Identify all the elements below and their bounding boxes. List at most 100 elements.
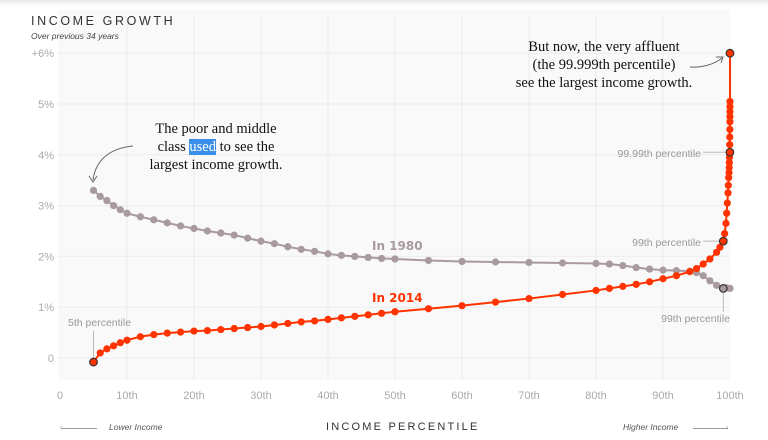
selected-text-highlight[interactable]: used xyxy=(189,139,216,155)
y-tick-label: 5% xyxy=(38,99,54,111)
series-2014-point xyxy=(619,282,627,290)
y-axis-ticks: 0 1% 2% 3% 4% 5% +6% xyxy=(32,48,55,365)
series-2014-point xyxy=(725,168,733,177)
x-tick-label: 80th xyxy=(585,390,606,402)
highlighted-point xyxy=(725,48,735,58)
series-1980-point xyxy=(672,267,681,275)
series-2014-point xyxy=(726,118,734,126)
series-2014-point xyxy=(217,325,225,334)
higher-income-arrow xyxy=(693,428,728,429)
series-2014-point xyxy=(337,314,345,322)
annotation-5th-percentile: 5th percentile xyxy=(68,317,131,329)
annotation-99th-percentile-2014: 99th percentile xyxy=(632,237,701,249)
series-2014-point xyxy=(692,264,701,273)
series-1980-point xyxy=(713,281,721,289)
series-2014-point xyxy=(592,286,600,295)
series-1980-point xyxy=(558,259,567,267)
x-axis-ticks: 0 10th 20th 30th 40th 50th 60th 70th 80th 90th 100… xyxy=(57,390,744,402)
series-1980-point xyxy=(337,251,345,259)
callout-poor-line2-post: to see the xyxy=(216,139,275,155)
callout-poor-line2: class used to see the xyxy=(128,138,304,156)
rich-callout-arrowhead xyxy=(716,56,724,64)
series-2014-point xyxy=(723,199,731,207)
series-1980-point xyxy=(136,213,144,221)
callout-poor-line1: The poor and middle xyxy=(155,121,277,137)
series-2014-point xyxy=(103,345,111,353)
series-2014-point xyxy=(659,275,667,283)
x-tick-label: 90th xyxy=(652,390,673,402)
series-2014-point xyxy=(424,305,433,313)
series-1980-point xyxy=(190,224,198,233)
series-2014-point xyxy=(351,312,359,320)
y-tick-label: 3% xyxy=(38,201,54,213)
series-2014-point xyxy=(724,181,732,189)
series-1980-point xyxy=(217,229,225,237)
series-2014-point xyxy=(724,189,732,197)
callout-poor-middle: The poor and middle class used to see th… xyxy=(128,120,304,174)
series-2014-point xyxy=(311,317,319,325)
callout-rich-line3: see the largest income growth. xyxy=(515,75,693,91)
series-2014-point xyxy=(723,209,731,217)
series-2014-point xyxy=(163,329,171,337)
x-axis-title: INCOME PERCENTILE xyxy=(326,421,480,433)
series-1980-point xyxy=(89,186,98,194)
x-tick-label: 30th xyxy=(250,390,271,402)
chart-subtitle: Over previous 34 years xyxy=(31,31,119,41)
callout-affluent: But now, the very affluent (the 99.999th… xyxy=(494,38,714,92)
series-2014-point xyxy=(123,336,131,344)
series-2014-point xyxy=(686,268,694,276)
series-1980-point xyxy=(525,258,533,267)
series-2014-point xyxy=(150,331,158,339)
series-2014-point xyxy=(96,349,104,357)
series-2014-point xyxy=(190,327,198,335)
series-label-2014: In 2014 xyxy=(372,291,423,305)
series-1980-point xyxy=(284,243,292,251)
series-2014-point xyxy=(110,342,118,350)
y-tick-label: 2% xyxy=(38,251,54,263)
series-2014-point xyxy=(706,255,714,263)
annotation-9999th-percentile: 99.99th percentile xyxy=(618,148,702,160)
series-1980-point xyxy=(96,192,104,201)
series-1980-point xyxy=(163,219,171,227)
series-1980-point xyxy=(311,247,319,255)
rich-callout-arrow xyxy=(689,57,723,68)
series-2014-point xyxy=(244,323,252,332)
series-1980-point xyxy=(123,209,131,217)
series-2014-point xyxy=(726,141,734,149)
series-1980-point xyxy=(116,206,124,214)
callout-poor-line3: largest income growth. xyxy=(149,157,283,173)
series-2014-point xyxy=(726,97,734,106)
series-2014-point xyxy=(605,284,614,293)
series-2014-point xyxy=(646,278,654,286)
right-arrowhead-icon: › xyxy=(726,423,729,432)
series-1980-point xyxy=(646,265,654,273)
x-tick-label: 50th xyxy=(384,390,405,402)
highlighted-point xyxy=(725,147,735,157)
higher-income-label: Higher Income xyxy=(623,422,679,432)
series-2014-point xyxy=(726,125,734,133)
series-2014-point xyxy=(726,108,734,116)
series-1980-point xyxy=(605,260,614,268)
series-1980-point xyxy=(150,216,158,224)
series-1980-point xyxy=(378,254,386,263)
x-tick-label: 10th xyxy=(116,390,137,402)
y-tick-label: 0 xyxy=(48,353,54,365)
series-2014-point xyxy=(558,290,567,299)
series-1980-point xyxy=(177,222,185,230)
y-tick-label: 4% xyxy=(38,150,54,162)
series-1980-point xyxy=(297,245,305,253)
series-1980-point xyxy=(103,196,111,205)
series-2014-point xyxy=(324,315,332,323)
left-arrowhead-icon: ‹ xyxy=(60,423,63,432)
x-tick-label: 0 xyxy=(57,390,63,402)
series-1980-point xyxy=(458,257,466,266)
series-2014-point xyxy=(378,309,386,317)
lower-income-arrow xyxy=(62,428,97,429)
series-2014-point xyxy=(257,322,265,331)
series-1980-point xyxy=(230,231,238,239)
series-2014-point xyxy=(713,248,721,256)
series-2014-point xyxy=(491,298,500,306)
plot-background xyxy=(58,10,730,380)
poor-callout-arrow xyxy=(92,145,134,181)
